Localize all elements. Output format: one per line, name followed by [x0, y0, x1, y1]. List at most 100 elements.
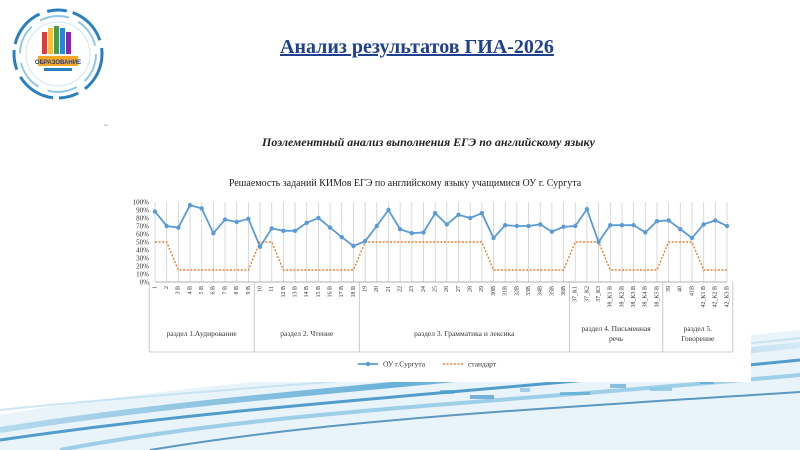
data-point: [713, 218, 718, 223]
x-tick-label: 37_К3: [596, 286, 602, 302]
data-point: [246, 216, 251, 221]
data-point: [269, 226, 274, 231]
data-point: [281, 228, 286, 233]
x-tick-label: 18 В: [351, 286, 357, 298]
document-heading: Поэлементный анализ выполнения ЕГЭ по ан…: [262, 135, 595, 149]
data-point: [386, 207, 391, 213]
section-label: раздел 4. Письменная речь: [581, 324, 651, 343]
data-point: [619, 223, 625, 228]
data-point: [421, 230, 426, 235]
data-point: [397, 227, 403, 232]
data-point: [654, 219, 660, 224]
x-tick-label: 7 В: [222, 286, 228, 295]
data-point: [479, 211, 485, 216]
section-label: раздел 1.Аудирование: [167, 329, 238, 338]
x-tick-label: 38_К3 В: [631, 286, 637, 308]
data-point: [608, 223, 613, 228]
x-tick-label: 33В: [526, 286, 532, 296]
y-tick-label: 60%: [136, 231, 149, 239]
x-tick-label: 26: [444, 286, 450, 292]
x-tick-label: 32В: [514, 286, 520, 296]
data-point: [187, 203, 193, 208]
x-tick-label: 42_К2 В: [713, 286, 719, 308]
chart-panel: [103, 120, 751, 382]
data-point: [456, 212, 461, 217]
x-tick-label: 22: [398, 286, 404, 292]
data-point: [374, 223, 379, 229]
x-tick-label: 2: [164, 286, 170, 289]
x-tick-label: 37_К2: [584, 286, 590, 302]
x-tick-label: 40: [678, 286, 684, 292]
x-tick-label: 27: [456, 286, 462, 292]
x-tick-label: 4 В: [187, 286, 193, 295]
data-point: [176, 225, 181, 230]
x-tick-label: 15 В: [316, 286, 322, 298]
x-tick-label: 11: [269, 286, 275, 292]
x-tick-label: 38_К4 В: [643, 286, 649, 308]
y-tick-label: 0%: [140, 279, 150, 287]
x-tick-label: 36В: [561, 286, 567, 296]
data-point: [491, 235, 496, 241]
x-tick-label: 25: [433, 286, 439, 292]
data-point: [292, 228, 298, 233]
logo: ОБРАЗОВАНИЕ: [12, 8, 104, 100]
legend-label-ou-surgut: ОУ г.Сургута: [383, 360, 426, 369]
data-point: [596, 239, 601, 245]
x-tick-label: 30В: [491, 286, 497, 296]
data-point: [444, 222, 450, 227]
x-tick-label: 38_К2 В: [619, 286, 625, 308]
chart-title: Решаемость заданий КИМов ЕГЭ по английск…: [229, 178, 582, 189]
x-tick-label: 31В: [503, 286, 509, 296]
y-tick-label: 90%: [136, 207, 149, 215]
slide-title: Анализ результатов ГИА-2026: [280, 36, 554, 58]
x-tick-label: 6 В: [211, 286, 217, 295]
y-tick-label: 70%: [136, 223, 149, 231]
data-point: [327, 225, 333, 230]
x-tick-label: 38_К1 В: [608, 286, 614, 308]
data-point: [211, 231, 216, 236]
page-mark: ~: [104, 121, 109, 130]
x-tick-label: 20: [374, 286, 380, 292]
y-tick-label: 50%: [136, 239, 149, 247]
x-tick-label: 13 В: [292, 286, 298, 298]
x-tick-label: 9 В: [246, 286, 252, 295]
legend-label-standard: стандарт: [468, 360, 497, 369]
section-label: раздел 3. Грамматика и лексика: [414, 329, 515, 338]
x-tick-label: 14 В: [304, 286, 310, 298]
line-chart: Решаемость заданий КИМов ЕГЭ по английск…: [133, 178, 734, 369]
data-point: [561, 224, 566, 229]
data-point: [538, 222, 543, 227]
data-point: [631, 223, 636, 228]
data-point: [573, 223, 578, 229]
data-point: [199, 206, 204, 211]
series-line-standard: [155, 241, 727, 271]
x-tick-label: 38_К5 В: [654, 286, 660, 308]
section-label: раздел 5. Говорение: [681, 324, 715, 343]
x-tick-label: 3 В: [176, 286, 182, 295]
y-tick-label: 40%: [136, 247, 149, 255]
y-tick-label: 10%: [136, 271, 149, 279]
data-point: [514, 223, 520, 229]
data-point: [689, 235, 695, 241]
x-tick-label: 10: [257, 286, 263, 292]
logo-text: ОБРАЗОВАНИЕ: [35, 60, 81, 66]
series-line-ou-surgut: [154, 204, 728, 249]
data-point: [666, 218, 671, 223]
x-tick-label: 29: [479, 286, 485, 292]
data-point: [339, 235, 344, 240]
x-tick-label: 23: [409, 286, 415, 292]
data-point: [316, 215, 321, 221]
x-tick-label: 1: [152, 286, 158, 289]
x-tick-label: 12 В: [281, 286, 287, 298]
data-point: [526, 223, 531, 229]
section-label: раздел 2. Чтение: [280, 329, 334, 338]
data-point: [257, 244, 263, 249]
x-tick-label: 16 В: [327, 286, 333, 298]
x-tick-label: 34В: [538, 286, 544, 296]
x-tick-label: 37_К1: [573, 286, 579, 302]
data-point: [152, 209, 158, 214]
x-tick-label: 24: [421, 286, 427, 292]
y-tick-label: 30%: [136, 255, 149, 263]
data-point: [234, 219, 239, 225]
data-point: [351, 243, 356, 249]
